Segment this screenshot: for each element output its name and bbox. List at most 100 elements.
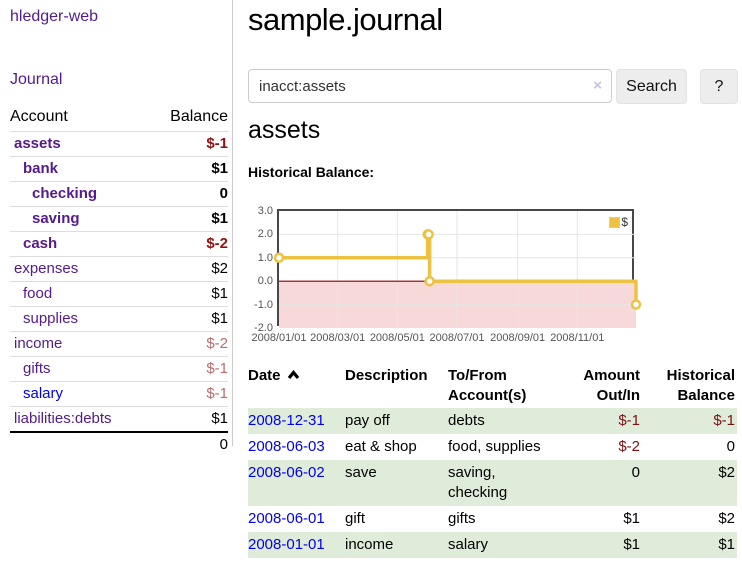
register-cell-accounts: gifts — [448, 510, 476, 527]
register-cell-description: pay off — [345, 412, 390, 429]
data-point-marker — [273, 252, 285, 264]
chart-canvas — [273, 211, 642, 328]
chart-plot-area: $ — [273, 209, 642, 328]
date-link[interactable]: 2008-06-01 — [248, 510, 325, 527]
data-point-marker — [423, 229, 434, 240]
legend-color-swatch — [609, 216, 621, 228]
date-link[interactable]: 2008-06-03 — [248, 438, 325, 455]
register-cell-date: 2008-06-02 — [248, 460, 345, 506]
account-balance: $-1 — [206, 360, 228, 377]
x-axis-label: 2008/07/01 — [429, 332, 485, 344]
register-row: 2008-12-31 pay off debts $-1 $-1 — [248, 408, 737, 434]
clear-search-icon[interactable]: × — [593, 77, 602, 94]
account-row: income $-2 — [10, 331, 228, 356]
register-cell-amount: $-1 — [618, 412, 640, 429]
register-header-amount-out-in: Amount Out/In — [583, 367, 640, 404]
account-balance: $-1 — [206, 135, 228, 152]
account-row: gifts $-1 — [10, 356, 228, 381]
register-cell-balance: $-1 — [713, 412, 735, 429]
y-axis-label: -1.0 — [254, 298, 273, 311]
x-axis-label: 2008/11/01 — [550, 332, 605, 344]
x-axis-label: 2008/01/01 — [251, 332, 307, 344]
accounts-total-row: 0 — [10, 431, 228, 457]
account-link-income[interactable]: income — [14, 335, 63, 352]
date-link[interactable]: 2008-01-01 — [248, 536, 325, 553]
app-title-link[interactable]: hledger-web — [10, 8, 99, 25]
account-row: assets $-1 — [10, 131, 228, 156]
sort-ascending-icon[interactable] — [287, 366, 300, 386]
help-button[interactable]: ? — [700, 69, 738, 104]
account-balance: $1 — [211, 285, 228, 302]
x-axis-label: 2008/09/01 — [490, 332, 546, 344]
register-row: 2008-06-03 eat & shop food, supplies $-2 0 — [248, 434, 737, 460]
legend-label: $ — [621, 215, 628, 229]
account-balance: $-1 — [206, 385, 228, 402]
account-link-salary[interactable]: salary — [23, 385, 64, 402]
accounts-total-value: 0 — [219, 436, 228, 453]
account-balance: $1 — [211, 310, 228, 327]
data-point-marker — [424, 275, 435, 287]
register-table: Date Description To/From Account(s) Amount … — [248, 364, 737, 558]
chart-heading: Historical Balance: — [248, 164, 375, 180]
account-link-expenses[interactable]: expenses — [14, 260, 79, 277]
account-link-food[interactable]: food — [23, 285, 53, 302]
register-cell-amount: 0 — [631, 464, 640, 481]
account-link-saving[interactable]: saving — [32, 210, 80, 227]
search-button[interactable]: Search — [616, 69, 687, 104]
account-row: food $1 — [10, 281, 228, 306]
y-axis-label: -2.0 — [254, 322, 273, 334]
search-input[interactable] — [248, 69, 612, 103]
register-cell-amount: $1 — [623, 536, 640, 553]
account-balance: $1 — [211, 160, 228, 177]
account-balance: $-2 — [206, 335, 228, 352]
register-header-historical-balance: Historical Balance — [666, 367, 735, 404]
page-title: sample.journal — [248, 2, 443, 37]
y-axis-label: 2.0 — [257, 228, 273, 241]
account-link-checking[interactable]: checking — [32, 185, 98, 202]
register-header-date[interactable]: Date — [248, 367, 281, 384]
register-row: 2008-06-02 save saving, checking 0 $2 — [248, 460, 737, 506]
search-bar: × Search ? — [248, 69, 738, 105]
y-axis-label: 0.0 — [257, 275, 273, 288]
register-cell-accounts: debts — [448, 412, 485, 429]
register-cell-balance: 0 — [726, 438, 735, 455]
account-row: bank $1 — [10, 156, 228, 181]
register-cell-description: income — [345, 536, 394, 553]
balance-chart: $3.0 2.0 1.0 0.0 -1.0 -2.0 2008/01/01 2008/03/0… — [248, 205, 718, 359]
register-cell-balance: $1 — [718, 536, 735, 553]
date-link[interactable]: 2008-12-31 — [248, 412, 325, 429]
account-row: checking 0 — [10, 181, 228, 206]
register-header-to-from-account-s-: To/From Account(s) — [448, 367, 527, 404]
register-header-description: Description — [345, 367, 428, 384]
sidebar: hledger-web Journal Account Balance asse… — [0, 0, 233, 453]
account-link-bank[interactable]: bank — [23, 160, 59, 177]
register-cell-date: 2008-06-01 — [248, 506, 345, 532]
account-row: saving $1 — [10, 206, 228, 231]
account-balance: 0 — [219, 185, 228, 202]
account-link-supplies[interactable]: supplies — [23, 310, 79, 327]
account-link-gifts[interactable]: gifts — [23, 360, 51, 377]
search-box: × — [248, 69, 612, 103]
register-cell-accounts: food, supplies — [448, 438, 541, 455]
accounts-table: Account Balance assets $-1 bank $1 checking 0… — [10, 106, 228, 457]
register-cell-description: eat & shop — [345, 438, 417, 455]
account-row: cash $-2 — [10, 231, 228, 256]
date-link[interactable]: 2008-06-02 — [248, 464, 325, 481]
account-link-assets[interactable]: assets — [14, 135, 61, 152]
register-row: 2008-01-01 income salary $1 $1 — [248, 532, 737, 558]
register-row: 2008-06-01 gift gifts $1 $2 — [248, 506, 737, 532]
account-balance: $-2 — [206, 235, 228, 252]
account-link-liabilities-debts[interactable]: liabilities:debts — [14, 410, 112, 427]
account-row: salary $-1 — [10, 381, 228, 406]
register-cell-description: save — [345, 464, 377, 481]
data-point-marker — [630, 299, 642, 310]
x-axis-label: 2008/05/01 — [369, 332, 425, 344]
register-cell-date: 2008-01-01 — [248, 532, 345, 558]
register-cell-accounts: saving, checking — [448, 464, 508, 501]
sidebar-item-journal[interactable]: Journal — [10, 71, 63, 88]
account-link-cash[interactable]: cash — [23, 235, 58, 252]
account-row: supplies $1 — [10, 306, 228, 331]
account-row: expenses $2 — [10, 256, 228, 281]
main-content: sample.journal × Search ? assets Histori… — [248, 0, 738, 582]
